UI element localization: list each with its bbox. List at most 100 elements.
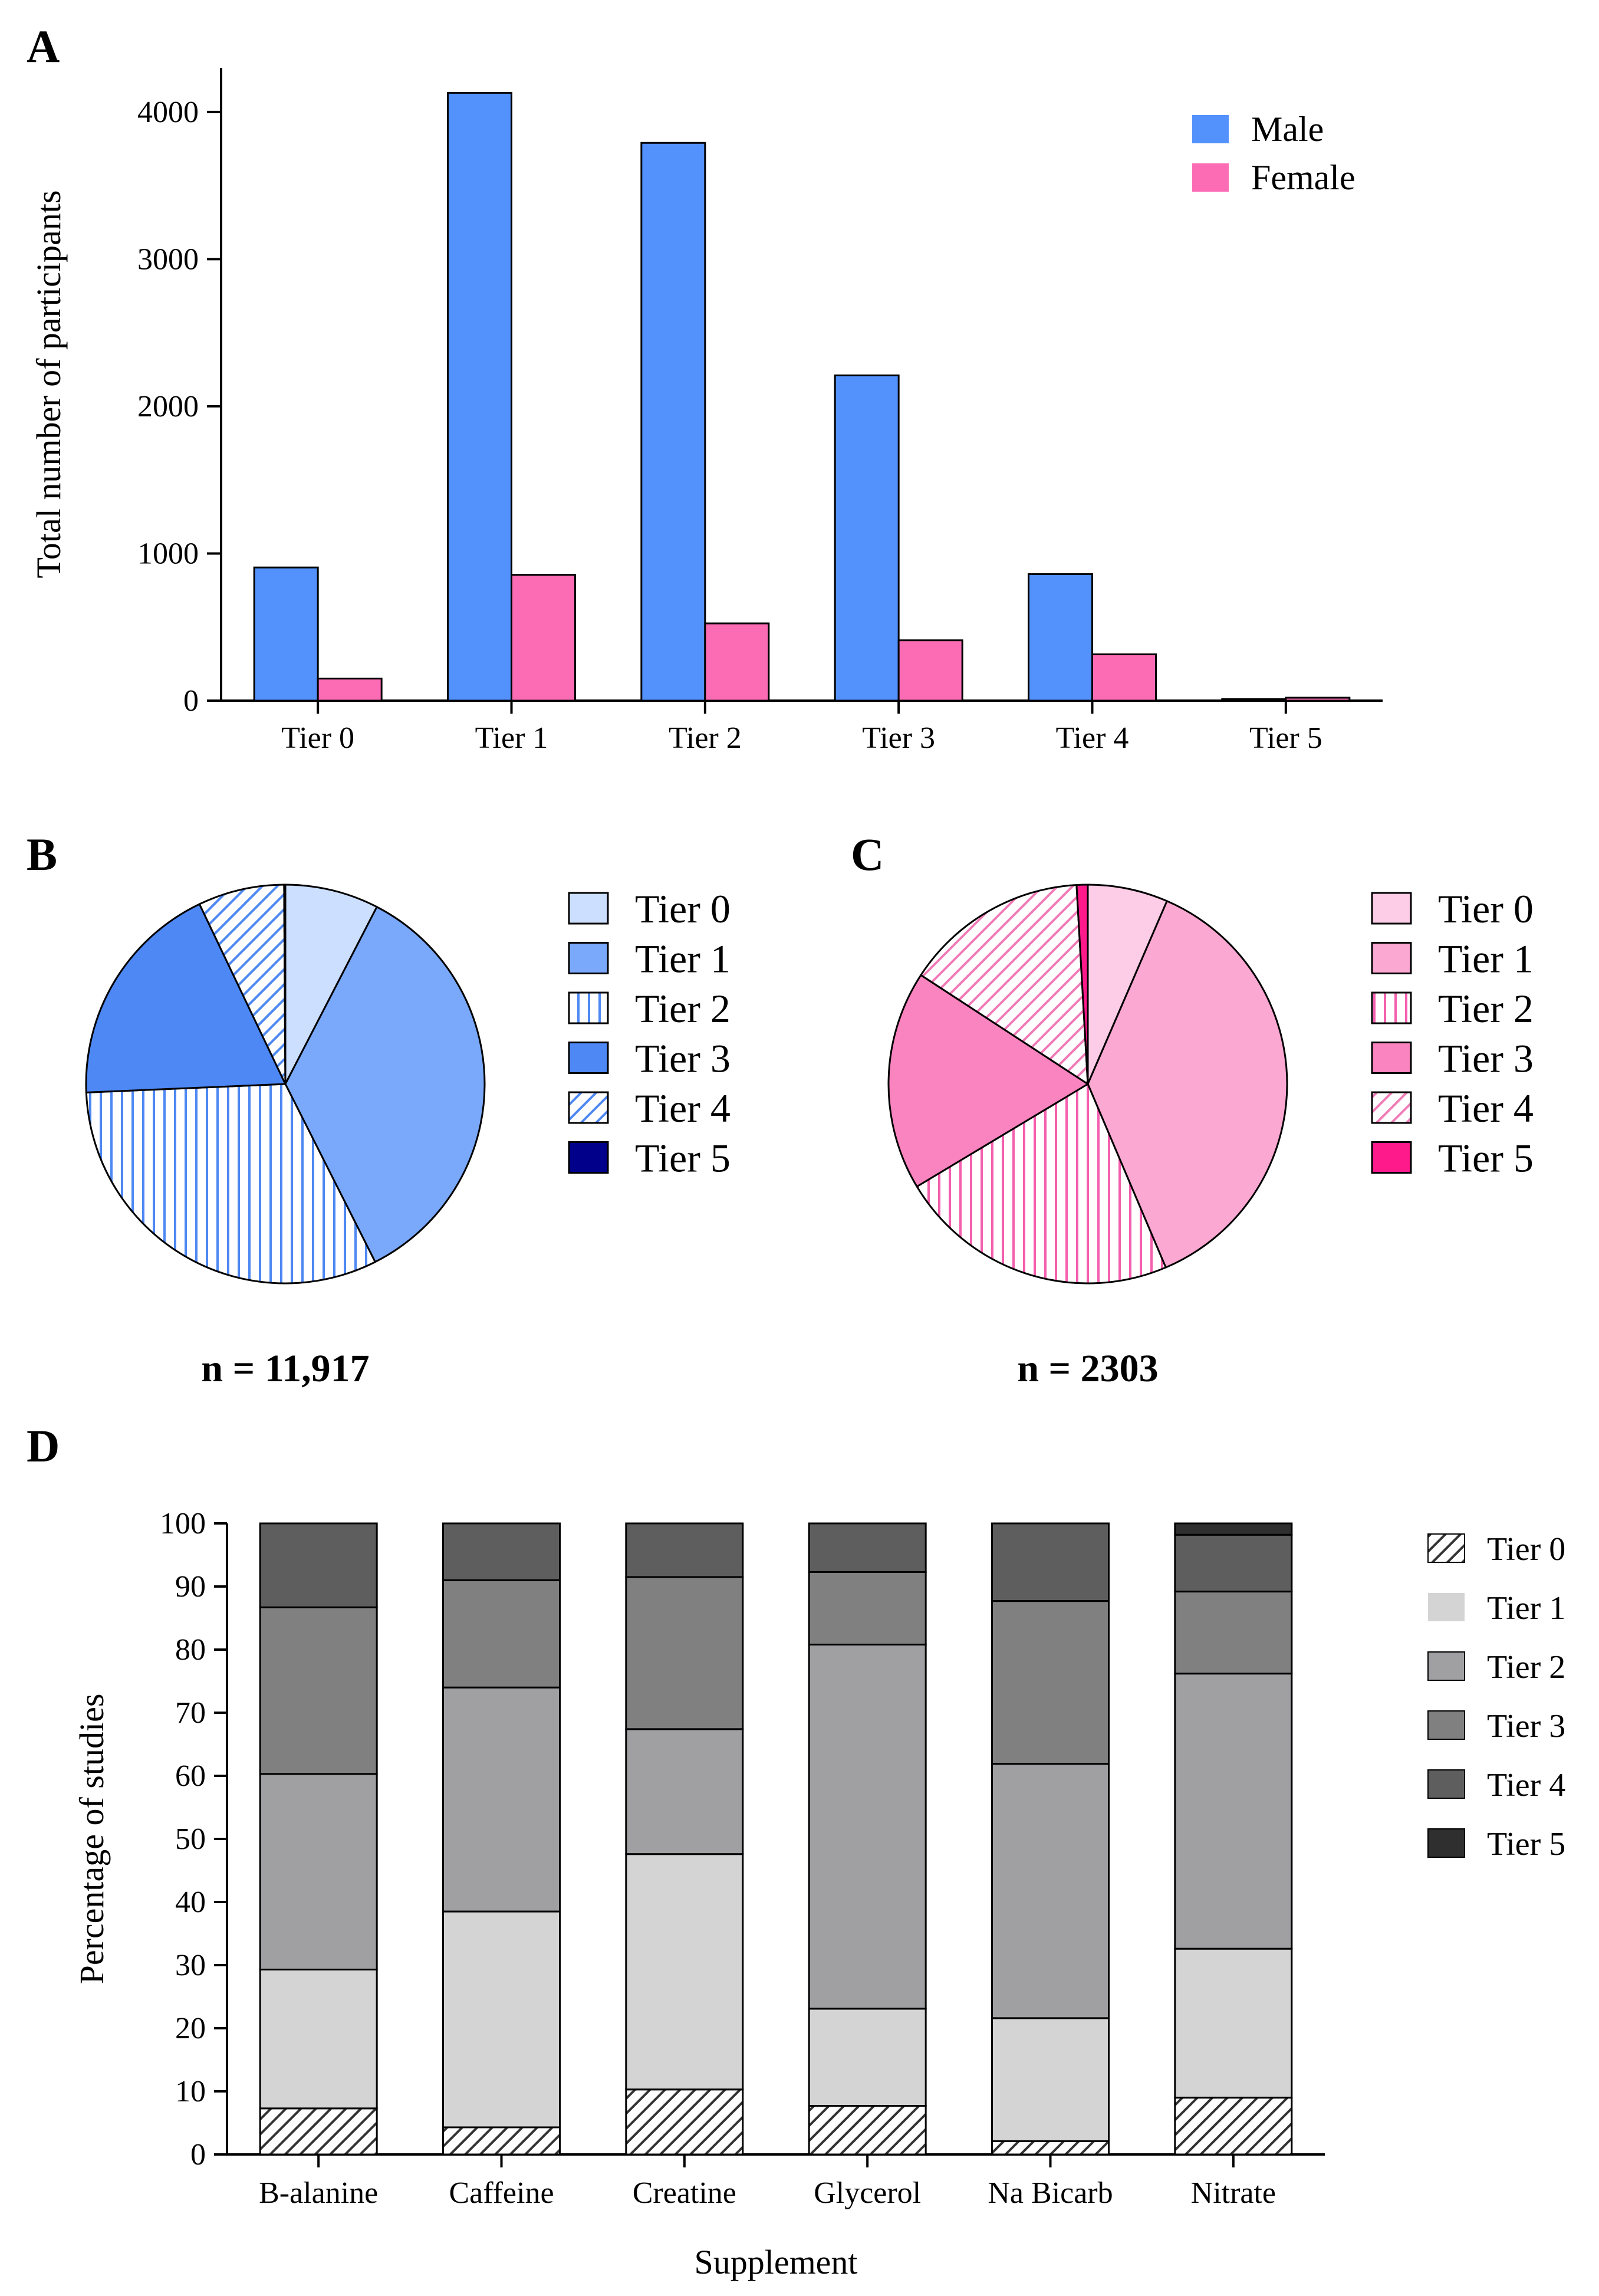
d-legend-swatch-tier-1 (1428, 1593, 1465, 1621)
panel-c-pie-chart: Tier 0 Tier 1 Tier 2 Tier 3 Tier 4 Tier 5 n = … (887, 883, 1534, 1390)
b-legend-swatch-tier-3 (568, 1042, 609, 1074)
a-x-tick-label: Tier 2 (669, 721, 742, 755)
b-legend-swatch-tier-4 (568, 1091, 609, 1124)
d-bar-segment-tier-4 (1174, 1533, 1293, 1593)
a-legend-label-female: Female (1251, 158, 1355, 197)
b-legend-swatch-tier-2 (568, 991, 609, 1024)
d-bar-segment-tier-0 (625, 2088, 744, 2156)
c-slice-tier-1 (1087, 900, 1288, 1269)
d-y-tick-label: 0 (190, 2138, 206, 2172)
c-legend-swatch-tier-3 (1371, 1042, 1412, 1074)
d-legend-label-tier-0: Tier 0 (1487, 1531, 1565, 1568)
b-legend-label-tier-2: Tier 2 (635, 986, 731, 1031)
b-slice-tier-5 (283, 883, 287, 1085)
a-bar-male (640, 142, 706, 702)
d-bar-segment-tier-3 (442, 1579, 561, 1689)
d-y-tick-label: 80 (175, 1633, 206, 1667)
d-bar-segment-tier-1 (1174, 1947, 1293, 2099)
d-bar-segment-tier-3 (808, 1571, 927, 1645)
a-y-tick-label: 0 (183, 684, 199, 718)
c-slice-tier-4 (920, 884, 1089, 1085)
d-legend-label-tier-1: Tier 1 (1487, 1590, 1565, 1627)
b-slice-tier-2 (85, 1083, 376, 1285)
d-legend-swatch-tier-3 (1427, 1710, 1465, 1740)
a-bar-male (1028, 573, 1093, 702)
panel-b-pie-chart: Tier 0 Tier 1 Tier 2 Tier 3 Tier 4 Tier 5 n = … (85, 883, 731, 1390)
d-bar-segment-tier-0 (259, 2107, 378, 2156)
b-legend-label-tier-3: Tier 3 (635, 1036, 731, 1081)
d-x-axis-title: Supplement (694, 2243, 857, 2281)
a-bar-male (834, 375, 900, 702)
b-legend-label-tier-5: Tier 5 (635, 1136, 731, 1181)
d-bar-segment-tier-3 (1174, 1591, 1293, 1675)
d-legend-swatch-tier-0 (1427, 1533, 1465, 1563)
b-slice-tier-1 (284, 906, 486, 1263)
d-bar-segment-tier-1 (259, 1968, 378, 2110)
b-legend-swatch-tier-5 (568, 1141, 609, 1174)
d-legend-label-tier-4: Tier 4 (1487, 1767, 1565, 1804)
d-y-tick-label: 20 (175, 2012, 206, 2045)
c-legend-swatch-tier-4 (1371, 1091, 1412, 1124)
d-x-tick-label: Caffeine (449, 2176, 554, 2210)
d-bar-segment-tier-2 (808, 1643, 927, 2010)
a-legend-swatch-female (1192, 163, 1229, 192)
panel-d-stacked-bar-chart: 0 10 20 30 40 50 60 70 80 90 100 Percentage of stud… (73, 1507, 1565, 2281)
a-bar-female (1285, 697, 1351, 702)
d-y-tick-label: 90 (175, 1570, 206, 1604)
d-legend-swatch-tier-2 (1427, 1651, 1465, 1681)
a-y-tick-label: 3000 (137, 242, 199, 276)
d-bar-segment-tier-4 (442, 1522, 561, 1581)
b-legend-label-tier-1: Tier 1 (635, 937, 731, 981)
c-legend-swatch-tier-5 (1371, 1141, 1412, 1174)
d-bar-segment-tier-1 (808, 2008, 927, 2107)
d-y-tick-label: 50 (175, 1822, 206, 1856)
panel-a-label: A (27, 21, 60, 72)
d-bar-segment-tier-1 (442, 1910, 561, 2129)
a-legend-swatch-male (1192, 115, 1229, 143)
c-slice-tier-5 (1075, 883, 1089, 1085)
d-y-axis-title: Percentage of studies (73, 1694, 111, 1985)
a-bar-male (1221, 698, 1287, 702)
d-bar-segment-tier-3 (625, 1576, 744, 1730)
c-legend-swatch-tier-1 (1371, 942, 1412, 974)
a-x-tick-label: Tier 1 (475, 721, 548, 755)
b-slice-tier-3 (85, 903, 287, 1093)
a-legend-label-male: Male (1251, 110, 1324, 149)
d-bar-segment-tier-4 (259, 1522, 378, 1608)
a-y-tick-label: 2000 (137, 390, 199, 423)
d-bar-segment-tier-0 (991, 2140, 1110, 2156)
c-legend-swatch-tier-0 (1371, 892, 1412, 925)
d-bar-segment-tier-0 (1174, 2097, 1293, 2156)
c-slice-tier-3 (887, 974, 1089, 1188)
d-x-tick-label: B-alanine (259, 2176, 378, 2210)
a-y-axis-title: Total number of participants (29, 190, 68, 579)
d-bar-segment-tier-3 (991, 1600, 1110, 1765)
a-x-tick-label: Tier 0 (281, 721, 354, 755)
c-legend-label-tier-1: Tier 1 (1438, 937, 1534, 981)
panel-a-bar-chart: 0 1000 2000 3000 4000 Total number of partici… (29, 68, 1383, 755)
c-legend-label-tier-4: Tier 4 (1438, 1086, 1534, 1131)
d-y-tick-label: 30 (175, 1949, 206, 1982)
a-bar-female (704, 622, 770, 702)
d-bar-segment-tier-1 (625, 1853, 744, 2091)
a-bar-female (511, 574, 576, 702)
panel-b-label: B (27, 829, 57, 880)
d-bar-segment-tier-2 (625, 1728, 744, 1855)
d-legend-label-tier-5: Tier 5 (1487, 1826, 1565, 1863)
a-x-tick-label: Tier 3 (862, 721, 935, 755)
b-slice-tier-4 (198, 883, 287, 1085)
a-x-tick-label: Tier 5 (1249, 721, 1322, 755)
d-legend-swatch-tier-5 (1427, 1828, 1465, 1858)
d-legend-swatch-tier-4 (1427, 1769, 1465, 1799)
c-legend-label-tier-3: Tier 3 (1438, 1036, 1534, 1081)
d-y-tick-label: 70 (175, 1696, 206, 1730)
d-bar-segment-tier-2 (1174, 1673, 1293, 1950)
d-bar-segment-tier-1 (991, 2017, 1110, 2143)
d-legend-label-tier-3: Tier 3 (1487, 1708, 1565, 1745)
d-legend-label-tier-2: Tier 2 (1487, 1649, 1565, 1686)
a-y-tick-label: 1000 (137, 537, 199, 570)
d-bar-segment-tier-2 (442, 1686, 561, 1913)
a-bar-female (317, 678, 383, 702)
b-legend-swatch-tier-0 (568, 892, 609, 925)
